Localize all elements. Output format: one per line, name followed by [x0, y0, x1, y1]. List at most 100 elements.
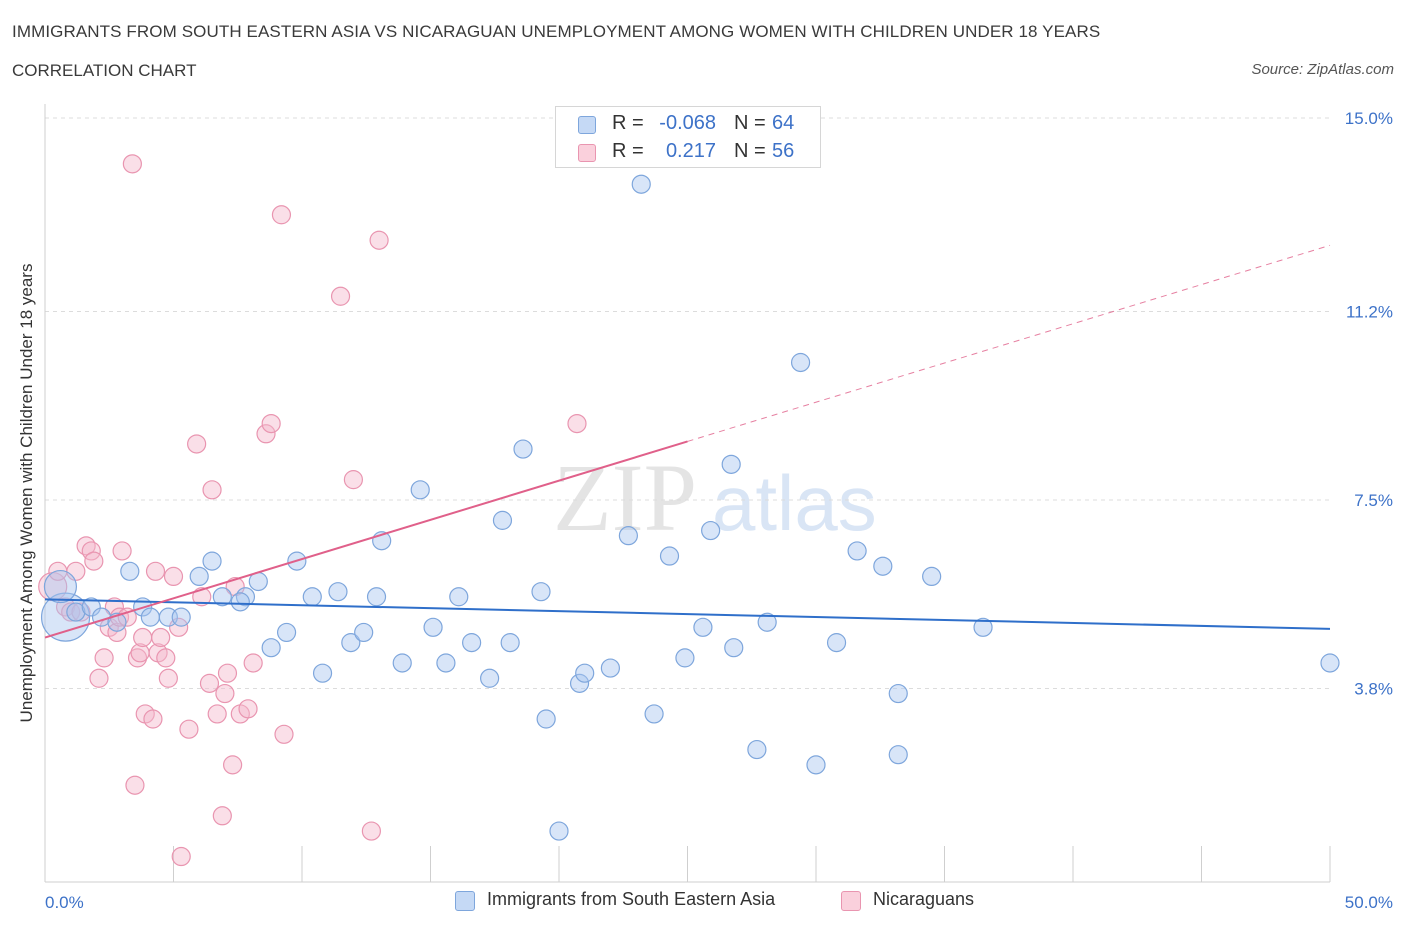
legend-r-value: -0.068 [659, 112, 716, 134]
data-point-immigrants [354, 622, 374, 643]
data-point-immigrants [202, 551, 222, 571]
data-point-immigrants [171, 607, 191, 627]
data-point-nicaraguans [217, 663, 238, 683]
data-point-nicaraguans [261, 414, 281, 434]
data-point-nicaraguans [171, 846, 191, 867]
data-point-nicaraguans [361, 821, 381, 841]
trend-line-nicaraguans-extended [687, 244, 1331, 442]
legend-r-label: R = [612, 112, 644, 134]
data-point-nicaraguans [225, 576, 245, 597]
data-point-nicaraguans [212, 806, 232, 826]
data-point-nicaraguans [125, 775, 145, 795]
data-point-immigrants [618, 526, 638, 546]
data-point-nicaraguans [117, 607, 137, 627]
data-point-nicaraguans [89, 668, 109, 688]
watermark-atlas: atlas [712, 459, 877, 547]
data-point-immigrants [675, 648, 695, 668]
data-point-nicaraguans [71, 602, 91, 622]
data-point-nicaraguans [143, 709, 163, 729]
data-point-nicaraguans [369, 230, 389, 250]
data-point-nicaraguans [127, 648, 148, 668]
data-point-immigrants [480, 668, 500, 688]
data-point-nicaraguans [199, 673, 220, 693]
x-tick-label: 0.0% [45, 893, 84, 912]
data-point-immigrants [873, 556, 893, 576]
data-point-immigrants [302, 587, 322, 607]
data-point-nicaraguans [156, 648, 176, 668]
data-point-nicaraguans [76, 536, 96, 556]
watermark: ZIP atlas [553, 444, 877, 551]
data-point-nicaraguans [84, 551, 104, 571]
data-point-immigrants [701, 520, 721, 541]
data-point-immigrants [189, 566, 209, 587]
data-point-immigrants [549, 821, 569, 841]
data-point-immigrants [631, 174, 651, 194]
data-point-immigrants [341, 633, 361, 653]
data-point-immigrants [312, 663, 333, 683]
data-point-nicaraguans [179, 719, 199, 739]
chart-subtitle: CORRELATION CHART [12, 61, 197, 80]
data-point-nicaraguans [271, 205, 292, 225]
y-axis-label: Unemployment Among Women with Children U… [17, 263, 36, 723]
stats-legend: R = -0.068 N = 64 R = 0.217 N = 56 [555, 106, 821, 168]
data-point-nicaraguans [223, 755, 243, 775]
legend-r-value: 0.217 [665, 140, 716, 162]
data-point-nicaraguans [238, 699, 258, 719]
y-tick-label: 11.2% [1346, 303, 1393, 322]
data-point-nicaraguans [330, 286, 351, 306]
data-point-immigrants [513, 439, 533, 459]
data-point-nicaraguans [61, 602, 81, 622]
data-point-immigrants [536, 709, 556, 729]
data-point-immigrants [492, 510, 513, 530]
data-point-immigrants [1320, 653, 1340, 673]
legend-swatch-blue [578, 116, 596, 134]
trend-line-immigrants [44, 598, 1331, 630]
data-point-immigrants [230, 592, 250, 612]
data-point-nicaraguans [567, 414, 587, 434]
data-point-nicaraguans [343, 470, 363, 490]
legend-r-label: R = [612, 140, 644, 162]
data-point-nicaraguans [133, 627, 153, 648]
data-point-immigrants [328, 582, 348, 602]
data-point-immigrants [826, 633, 847, 653]
data-point-immigrants [600, 658, 621, 678]
data-point-immigrants [66, 602, 86, 622]
data-point-nicaraguans [192, 587, 212, 607]
data-point-nicaraguans [243, 653, 263, 673]
data-point-immigrants [847, 541, 867, 561]
x-tick-label: 50.0% [1345, 893, 1393, 912]
legend-n-label: N = [734, 112, 766, 134]
data-point-immigrants [569, 673, 590, 693]
legend-swatch-pink [841, 891, 861, 911]
data-point-immigrants [366, 587, 387, 607]
data-point-immigrants [392, 653, 412, 673]
data-point-nicaraguans [107, 622, 127, 643]
data-point-immigrants [423, 617, 443, 637]
data-point-immigrants [500, 633, 520, 653]
data-point-immigrants [40, 592, 91, 642]
data-point-immigrants [212, 587, 232, 607]
data-point-nicaraguans [256, 424, 276, 444]
data-point-nicaraguans [158, 668, 178, 688]
data-point-nicaraguans [207, 704, 227, 724]
data-point-nicaraguans [274, 724, 294, 744]
data-point-immigrants [81, 597, 101, 617]
legend-label-immigrants: Immigrants from South Eastern Asia [487, 889, 776, 909]
data-point-nicaraguans [122, 154, 142, 174]
data-point-immigrants [888, 683, 908, 704]
data-point-nicaraguans [202, 480, 222, 500]
series-nicaraguans [38, 154, 587, 867]
data-point-immigrants [644, 704, 664, 724]
data-point-immigrants [922, 566, 942, 587]
tick-labels: 3.8% 7.5% 11.2% 15.0% 0.0% 50.0% [45, 109, 1393, 912]
data-point-immigrants [410, 480, 430, 500]
legend-n-value: 64 [772, 112, 795, 134]
source-label: Source: ZipAtlas.com [1251, 61, 1394, 78]
data-point-immigrants [531, 582, 551, 602]
legend-n-label: N = [734, 140, 766, 162]
watermark-zip: ZIP [553, 444, 697, 551]
data-point-nicaraguans [215, 683, 235, 704]
data-point-immigrants [43, 569, 78, 604]
data-point-immigrants [757, 612, 777, 632]
data-point-immigrants [659, 546, 680, 566]
